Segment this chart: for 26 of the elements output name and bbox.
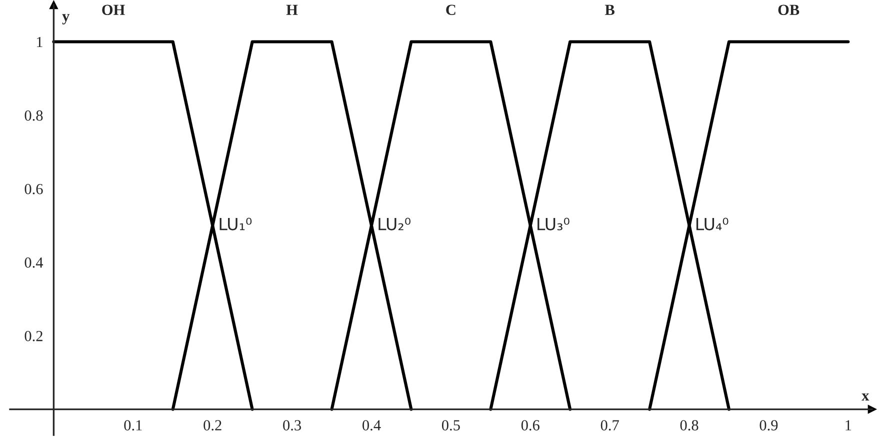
x-tick-label: 0.7	[600, 420, 619, 431]
x-tick-label: 0.3	[283, 420, 301, 431]
x-tick-label: 0.2	[204, 420, 222, 431]
x-tick-label: 0.5	[442, 420, 460, 431]
series-label: H	[286, 4, 298, 15]
series-label: C	[446, 4, 456, 16]
x-tick-label: 0.8	[680, 420, 698, 431]
annotation: LU₂⁰	[378, 218, 410, 230]
y-axis-title: y	[62, 14, 70, 24]
y-tick-label: 0.6	[24, 184, 43, 194]
annotation: LU₄⁰	[696, 218, 728, 230]
x-axis-title: x	[862, 393, 870, 400]
x-tick-label: 0.9	[760, 420, 778, 431]
y-tick-label: 1	[36, 36, 42, 48]
series-label: B	[604, 4, 614, 15]
series-label: OH	[102, 4, 125, 16]
y-tick-label: 0.4	[24, 257, 44, 268]
x-tick-label: 0.4	[362, 420, 381, 431]
y-tick-label: 0.2	[24, 330, 42, 342]
series-label: OB	[778, 4, 800, 16]
x-tick-label: 1	[846, 420, 852, 430]
x-tick-label: 0.1	[124, 420, 142, 431]
y-tick-label: 0.8	[24, 110, 43, 121]
annotation: LU₃⁰	[538, 218, 570, 230]
annotation: LU₁⁰	[220, 218, 252, 230]
x-tick-label: 0.6	[521, 420, 540, 431]
